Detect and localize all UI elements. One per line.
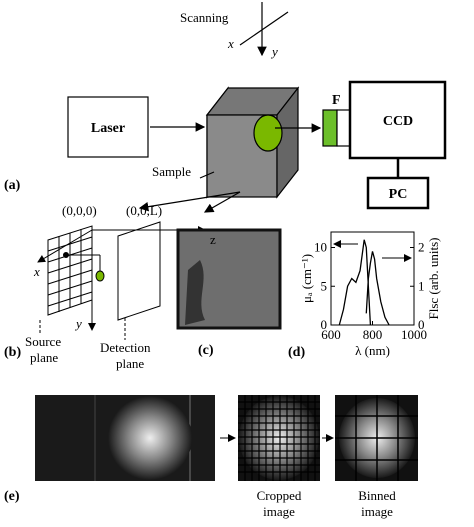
x-tick-label: 600 <box>321 327 341 342</box>
cropped-label: image <box>263 504 295 519</box>
cropped-label: Cropped <box>257 488 302 503</box>
panel-label: (b) <box>4 345 21 360</box>
x-tick-label: 1000 <box>401 327 427 342</box>
spectrum-line <box>338 239 372 326</box>
panel-label: (d) <box>288 345 305 360</box>
y2-axis-label: Flsc (arb. units) <box>426 238 441 320</box>
binned-label: image <box>361 504 393 519</box>
y-tick-label: 5 <box>321 278 328 293</box>
x-label: x <box>33 264 40 279</box>
sample-label: Sample <box>152 164 191 179</box>
end-label: (0,0,L) <box>126 203 162 218</box>
panel-e-images <box>35 395 418 481</box>
panel-a-shapes <box>67 2 447 213</box>
panel-label: (c) <box>198 343 214 358</box>
detection-plane: plane <box>116 356 144 371</box>
y-tick-label: 10 <box>314 240 327 255</box>
source-plane: plane <box>30 350 58 365</box>
scan-y: y <box>270 44 278 59</box>
labels: Scanning x y Laser Sample F CCD PC (a) (… <box>4 10 413 519</box>
origin-label: (0,0,0) <box>62 203 97 218</box>
source-plane: Source <box>25 334 61 349</box>
detection-plane: Detection <box>100 340 151 355</box>
y2-tick-label: 1 <box>418 278 425 293</box>
laser-label: Laser <box>91 121 125 136</box>
y2-tick-label: 0 <box>418 317 425 332</box>
x-tick-label: 800 <box>363 327 383 342</box>
scanning-label: Scanning <box>180 10 229 25</box>
binned-label: Binned <box>358 488 396 503</box>
y-axis-label: μₐ (cm⁻¹) <box>299 254 314 303</box>
pc-label: PC <box>389 187 408 202</box>
panel-b-shapes <box>37 221 206 340</box>
scan-x: x <box>227 36 234 51</box>
ccd-label: CCD <box>383 114 413 129</box>
spectrum-line <box>365 251 390 326</box>
panel-label: (a) <box>4 178 21 193</box>
x-axis-label: λ (nm) <box>355 343 390 358</box>
y2-tick-label: 2 <box>418 240 425 255</box>
y-label: y <box>74 316 82 331</box>
y-tick-label: 0 <box>321 317 328 332</box>
filter-label: F <box>332 93 341 108</box>
tissue-feature <box>185 260 205 325</box>
z-label: z <box>210 232 216 247</box>
panel-label: (e) <box>4 489 20 504</box>
